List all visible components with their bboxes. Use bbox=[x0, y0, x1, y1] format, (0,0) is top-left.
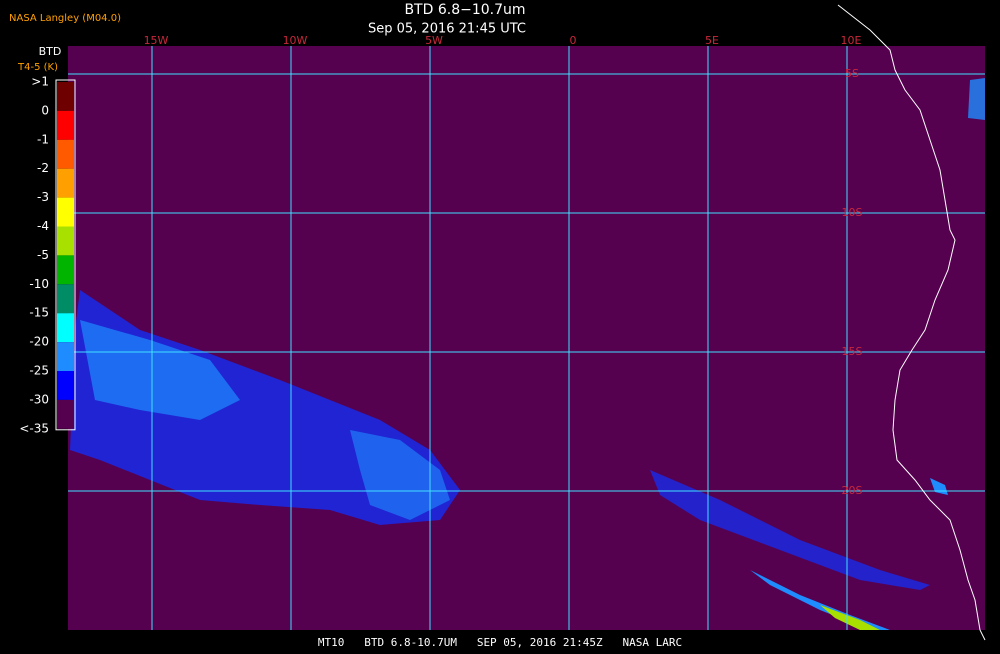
colorbar-swatch bbox=[57, 255, 74, 285]
colorbar-title: BTD bbox=[39, 45, 62, 58]
colorbar-label: -25 bbox=[29, 364, 49, 378]
colorbar-swatch bbox=[57, 139, 74, 169]
colorbar-swatch bbox=[57, 399, 74, 429]
lon-label: 0 bbox=[570, 34, 577, 47]
colorbar-swatch bbox=[57, 82, 74, 111]
colorbar-frame bbox=[55, 79, 76, 431]
cloud-patch bbox=[820, 605, 880, 630]
cloud-field bbox=[70, 78, 985, 630]
map-time: Sep 05, 2016 21:45 UTC bbox=[368, 22, 526, 37]
colorbar-swatch bbox=[57, 226, 74, 256]
lat-label: 15S bbox=[842, 345, 863, 358]
cloud-patch bbox=[350, 430, 450, 520]
colorbar-label: -3 bbox=[37, 190, 49, 204]
colorbar-label: -15 bbox=[29, 306, 49, 320]
colorbar-label: -10 bbox=[29, 277, 49, 291]
map-title: BTD 6.8−10.7um bbox=[404, 2, 525, 18]
colorbar-swatch bbox=[57, 371, 74, 400]
source-label: NASA Langley (M04.0) bbox=[9, 13, 121, 24]
colorbar: >1 0 -1 -2 -3 -4 -5 -10 -15 -20 -25 -30 <-35 bbox=[19, 75, 76, 435]
map-area bbox=[68, 46, 985, 630]
colorbar-label: >1 bbox=[31, 75, 49, 89]
colorbar-label: -4 bbox=[37, 219, 49, 233]
cloud-patch bbox=[80, 320, 240, 420]
colorbar-swatch bbox=[57, 168, 74, 198]
colorbar-label: -2 bbox=[37, 161, 49, 175]
lat-label: 10S bbox=[842, 206, 863, 219]
colorbar-label: -5 bbox=[37, 248, 49, 262]
lat-label: 5S bbox=[845, 67, 859, 80]
lon-label: 15W bbox=[144, 34, 169, 47]
lon-label: 10W bbox=[283, 34, 308, 47]
colorbar-label: -1 bbox=[37, 132, 49, 146]
colorbar-label: <-35 bbox=[19, 421, 49, 435]
colorbar-label: -20 bbox=[29, 335, 49, 349]
cloud-patch bbox=[968, 78, 985, 120]
colorbar-swatch bbox=[57, 197, 74, 227]
colorbar-label: 0 bbox=[41, 103, 49, 117]
colorbar-swatch bbox=[57, 313, 74, 343]
colorbar-swatch bbox=[57, 342, 74, 371]
coastline bbox=[837, 4, 986, 641]
lon-label: 5E bbox=[705, 34, 719, 47]
lon-label: 10E bbox=[841, 34, 862, 47]
colorbar-units: T4-5 (K) bbox=[17, 62, 58, 73]
footer: MT10 BTD 6.8-10.7UM SEP 05, 2016 21:45Z … bbox=[318, 636, 682, 649]
colorbar-swatch bbox=[57, 110, 74, 140]
graticule: 15W 10W 5W 0 5E 10E 5S 10S 15S 20S bbox=[68, 34, 985, 630]
cloud-patch bbox=[650, 470, 930, 590]
colorbar-label: -30 bbox=[29, 392, 49, 406]
lon-label: 5W bbox=[425, 34, 443, 47]
lat-label: 20S bbox=[842, 484, 863, 497]
colorbar-swatch bbox=[57, 284, 74, 314]
